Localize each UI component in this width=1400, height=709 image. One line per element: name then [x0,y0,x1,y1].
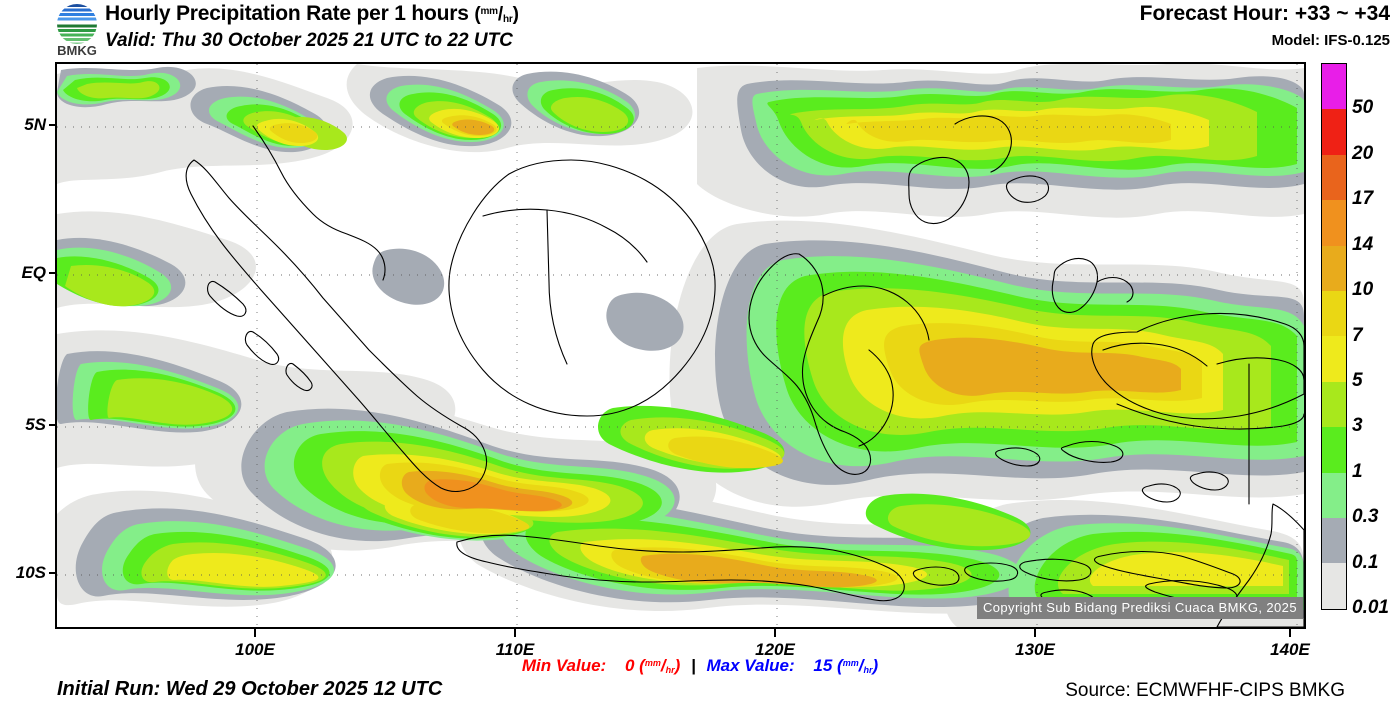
title-unit-denominator: hr [502,14,513,25]
initial-run: Initial Run: Wed 29 October 2025 12 UTC [57,678,443,700]
xtick-mark-130e [1034,629,1036,637]
min-value: 0 [624,656,635,675]
colorbar-label-10: 10 [1352,279,1374,301]
page-title-text: Hourly Precipitation Rate per 1 hours [105,2,469,25]
colorbar-band-17 [1322,154,1346,201]
xtick-mark-120e [774,629,776,637]
xtick-label-110e: 110E [495,640,535,659]
minmax-separator: | [690,656,696,675]
colorbar-band-50 [1322,64,1346,110]
ytick-mark-5s [49,424,57,426]
ytick-label-10s: 10S [15,563,46,582]
colorbar-label-3: 3 [1352,415,1363,437]
model-label: Model: IFS-0.125 [1271,32,1390,49]
colorbar-band-0.01 [1322,563,1346,609]
precipitation-colorbar[interactable] [1321,63,1347,610]
title-unit: (mm/hr) [474,4,519,25]
coastlines [185,115,1304,627]
max-value-label: Max Value: [706,656,795,675]
ytick-label-eq: EQ [21,263,46,282]
colorbar-label-1: 1 [1352,460,1363,482]
colorbar-label-0.01: 0.01 [1352,597,1389,618]
min-value-label: Min Value: [521,656,607,675]
xtick-label-120e: 120E [755,640,795,659]
max-value: 15 [813,656,833,675]
min-value-unit: (mm/hr) [634,656,681,675]
colorbar-label-0.1: 0.1 [1352,551,1379,573]
ytick-mark-eq [49,272,57,274]
colorbar-label-7: 7 [1352,324,1363,346]
min-max-values: Min Value: 0 (mm/hr) | Max Value: 15 (mm… [0,656,1400,676]
ytick-mark-10s [49,572,57,574]
xtick-mark-140e [1289,629,1291,637]
xtick-label-140e: 140E [1270,640,1310,659]
colorbar-label-17: 17 [1352,188,1374,210]
precipitation-map[interactable]: Copyright Sub Bidang Prediksi Cuaca BMKG… [55,62,1306,629]
title-unit-numerator: mm [480,6,498,17]
colorbar-label-5: 5 [1352,369,1363,391]
colorbar-band-0.1 [1322,518,1346,564]
map-canvas [57,64,1304,627]
ytick-label-5n: 5N [24,115,46,134]
xtick-mark-110e [514,629,516,637]
source-label: Source: ECMWFHF-CIPS BMKG [1065,680,1345,701]
max-value-unit: (mm/hr) [832,656,879,675]
colorbar-label-0.3: 0.3 [1352,506,1379,528]
page-title: Hourly Precipitation Rate per 1 hours (m… [105,2,519,26]
colorbar-band-14 [1322,200,1346,246]
ytick-mark-5n [49,124,57,126]
xtick-label-130e: 130E [1015,640,1055,659]
colorbar-band-1 [1322,427,1346,473]
xtick-mark-100e [254,629,256,637]
precip-layer-14 [424,479,562,512]
colorbar-label-50: 50 [1352,97,1374,119]
ytick-label-5s: 5S [25,415,46,434]
colorbar-band-0.3 [1322,472,1346,519]
forecast-hour: Forecast Hour: +33 ~ +34 [1139,2,1390,25]
valid-time: Valid: Thu 30 October 2025 21 UTC to 22 … [105,30,513,51]
colorbar-band-3 [1322,381,1346,428]
map-frame: Copyright Sub Bidang Prediksi Cuaca BMKG… [55,62,1306,629]
colorbar-band-7 [1322,291,1346,337]
colorbar-band-10 [1322,245,1346,292]
bmkg-logo: BMKG [47,3,107,58]
colorbar-band-5 [1322,336,1346,382]
colorbar-label-14: 14 [1352,233,1374,255]
header: BMKG Hourly Precipitation Rate per 1 hou… [0,0,1400,60]
bmkg-logo-text: BMKG [57,43,97,58]
xtick-label-100e: 100E [235,640,275,659]
copyright-watermark: Copyright Sub Bidang Prediksi Cuaca BMKG… [977,597,1303,619]
colorbar-band-20 [1322,109,1346,155]
colorbar-label-20: 20 [1352,142,1374,164]
